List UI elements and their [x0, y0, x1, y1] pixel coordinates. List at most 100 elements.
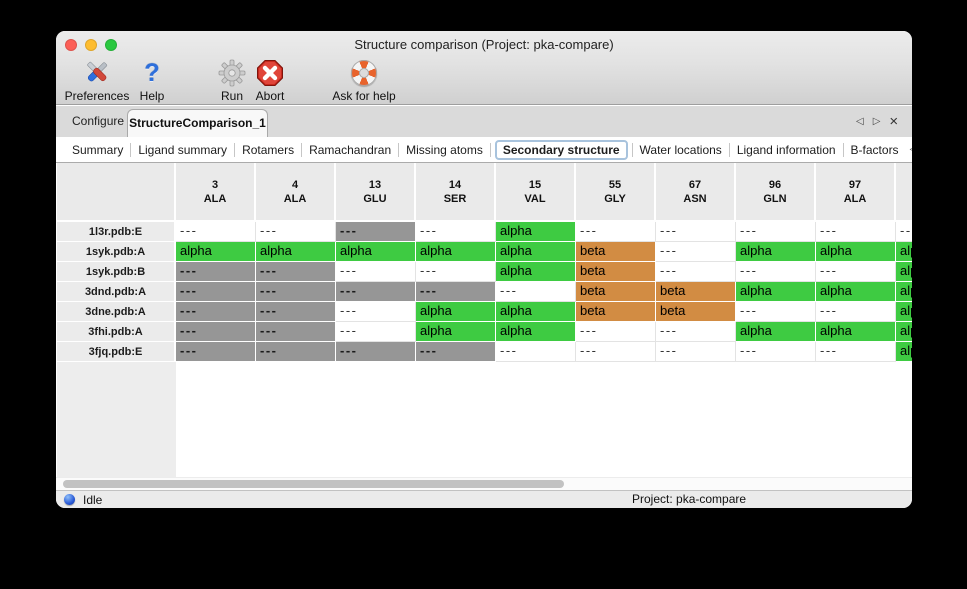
table-cell-alpha[interactable]: alpha	[416, 322, 496, 342]
table-cell-missing[interactable]: ---	[176, 322, 256, 342]
table-cell-blank[interactable]: ---	[336, 262, 416, 282]
table-cell-alpha[interactable]: alpha	[896, 322, 912, 342]
chevron-left-icon[interactable]: ◁	[906, 144, 912, 155]
table-cell-alpha[interactable]: alpha	[896, 302, 912, 322]
minimize-window-button[interactable]	[85, 39, 97, 51]
table-cell-alpha[interactable]: alpha	[816, 242, 896, 262]
table-cell-blank[interactable]: ---	[816, 222, 896, 242]
table-cell-blank[interactable]: ---	[256, 222, 336, 242]
help-button[interactable]: ? Help	[133, 58, 171, 103]
chevron-right-icon[interactable]: ▷	[872, 116, 881, 127]
table-cell-missing[interactable]: ---	[336, 342, 416, 362]
abort-button[interactable]: Abort	[248, 58, 292, 103]
table-cell-blank[interactable]: ---	[816, 302, 896, 322]
column-header[interactable]: 15 VAL	[496, 163, 576, 222]
table-cell-alpha[interactable]: alpha	[736, 322, 816, 342]
table-cell-alpha[interactable]: alpha	[896, 342, 912, 362]
preferences-button[interactable]: Preferences	[60, 58, 134, 103]
subtab-summary[interactable]: Summary	[72, 142, 124, 157]
table-cell-alpha[interactable]: alpha	[816, 322, 896, 342]
row-header[interactable]: 3dne.pdb:A	[57, 302, 176, 322]
table-cell-alpha[interactable]: alpha	[736, 242, 816, 262]
table-cell-blank[interactable]: ---	[816, 262, 896, 282]
row-header[interactable]: 3dnd.pdb:A	[57, 282, 176, 302]
table-cell-blank[interactable]: ---	[656, 222, 736, 242]
table-cell-blank[interactable]: ---	[656, 342, 736, 362]
subtab-missing-atoms[interactable]: Missing atoms	[406, 142, 483, 157]
subtab-ligand-information[interactable]: Ligand information	[736, 142, 836, 157]
subtab-b-factors[interactable]: B-factors	[850, 142, 899, 157]
table-cell-alpha[interactable]: alpha	[496, 302, 576, 322]
table-cell-blank[interactable]: ---	[176, 222, 256, 242]
column-header[interactable]: 13 GLU	[336, 163, 416, 222]
row-header[interactable]: 3fhi.pdb:A	[57, 322, 176, 342]
table-cell-missing[interactable]: ---	[176, 302, 256, 322]
column-header[interactable]	[896, 163, 912, 222]
table-cell-blank[interactable]: ---	[656, 322, 736, 342]
table-cell-beta[interactable]: beta	[656, 302, 736, 322]
table-cell-blank[interactable]: ---	[336, 322, 416, 342]
horizontal-scrollbar[interactable]	[56, 477, 912, 490]
table-cell-missing[interactable]: ---	[256, 322, 336, 342]
table-cell-missing[interactable]: ---	[256, 282, 336, 302]
column-header[interactable]: 96 GLN	[736, 163, 816, 222]
column-header[interactable]: 67 ASN	[656, 163, 736, 222]
scrollbar-thumb[interactable]	[63, 480, 564, 488]
subtab-secondary-structure[interactable]: Secondary structure	[494, 139, 628, 160]
table-cell-blank[interactable]: ---	[736, 222, 816, 242]
column-header[interactable]: 55 GLY	[576, 163, 656, 222]
column-header[interactable]: 4 ALA	[256, 163, 336, 222]
table-cell-blank[interactable]: ---	[816, 342, 896, 362]
subtab-ramachandran[interactable]: Ramachandran	[309, 142, 392, 157]
table-cell-blank[interactable]: ---	[416, 222, 496, 242]
chevron-left-icon[interactable]: ◁	[856, 116, 864, 127]
subtab-rotamers[interactable]: Rotamers	[242, 142, 295, 157]
table-cell-missing[interactable]: ---	[176, 282, 256, 302]
table-cell-blank[interactable]: ---	[736, 302, 816, 322]
table-cell-alpha[interactable]: alpha	[816, 282, 896, 302]
tab-configure[interactable]: Configure	[72, 114, 125, 128]
run-button[interactable]: Run	[213, 58, 251, 103]
table-cell-beta[interactable]: beta	[576, 282, 656, 302]
table-cell-blank[interactable]: ---	[576, 222, 656, 242]
table-cell-missing[interactable]: ---	[336, 222, 416, 242]
table-cell-beta[interactable]: beta	[576, 262, 656, 282]
close-window-button[interactable]	[65, 39, 77, 51]
table-cell-beta[interactable]: beta	[576, 302, 656, 322]
column-header[interactable]: 14 SER	[416, 163, 496, 222]
table-cell-alpha[interactable]: alpha	[416, 242, 496, 262]
table-cell-beta[interactable]: beta	[576, 242, 656, 262]
table-cell-blank[interactable]: ---	[496, 342, 576, 362]
close-tab-icon[interactable]: ×	[889, 112, 899, 130]
table-cell-blank[interactable]: ---	[736, 262, 816, 282]
table-cell-alpha[interactable]: alpha	[496, 242, 576, 262]
table-cell-blank[interactable]: ---	[496, 282, 576, 302]
column-header[interactable]: 3 ALA	[176, 163, 256, 222]
table-cell-missing[interactable]: ---	[336, 282, 416, 302]
table-cell-blank[interactable]: ---	[896, 222, 912, 242]
table-cell-missing[interactable]: ---	[256, 262, 336, 282]
table-cell-blank[interactable]: ---	[656, 242, 736, 262]
table-cell-missing[interactable]: ---	[176, 342, 256, 362]
subtab-ligand-summary[interactable]: Ligand summary	[138, 142, 228, 157]
row-header[interactable]: 3fjq.pdb:E	[57, 342, 176, 362]
subtab-water-locations[interactable]: Water locations	[639, 142, 722, 157]
table-cell-blank[interactable]: ---	[576, 322, 656, 342]
table-cell-alpha[interactable]: alpha	[496, 262, 576, 282]
table-cell-beta[interactable]: beta	[656, 282, 736, 302]
table-cell-missing[interactable]: ---	[416, 342, 496, 362]
row-header[interactable]: 1l3r.pdb:E	[57, 222, 176, 242]
table-cell-blank[interactable]: ---	[656, 262, 736, 282]
table-cell-alpha[interactable]: alpha	[336, 242, 416, 262]
zoom-window-button[interactable]	[105, 39, 117, 51]
table-cell-blank[interactable]: ---	[736, 342, 816, 362]
tab-structurecomparison-1[interactable]: StructureComparison_1	[127, 109, 268, 137]
ask-for-help-button[interactable]: Ask for help	[326, 58, 402, 103]
table-cell-blank[interactable]: ---	[576, 342, 656, 362]
table-cell-missing[interactable]: ---	[256, 302, 336, 322]
table-cell-alpha[interactable]: alpha	[896, 262, 912, 282]
table-cell-blank[interactable]: ---	[336, 302, 416, 322]
table-cell-missing[interactable]: ---	[176, 262, 256, 282]
table-cell-alpha[interactable]: alpha	[896, 242, 912, 262]
table-cell-alpha[interactable]: alpha	[416, 302, 496, 322]
